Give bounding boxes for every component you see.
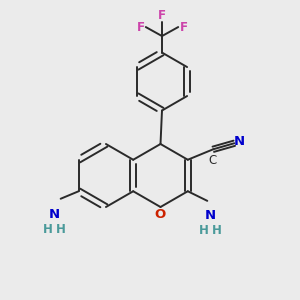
Text: N: N (205, 209, 216, 222)
Text: N: N (49, 208, 60, 221)
Text: O: O (154, 208, 166, 221)
Text: H: H (199, 224, 208, 237)
Text: F: F (180, 21, 188, 34)
Text: N: N (234, 135, 245, 148)
Text: H: H (56, 223, 66, 236)
Text: F: F (136, 21, 144, 34)
Text: C: C (208, 154, 217, 167)
Text: H: H (43, 223, 53, 236)
Text: F: F (158, 9, 166, 22)
Text: H: H (212, 224, 222, 237)
